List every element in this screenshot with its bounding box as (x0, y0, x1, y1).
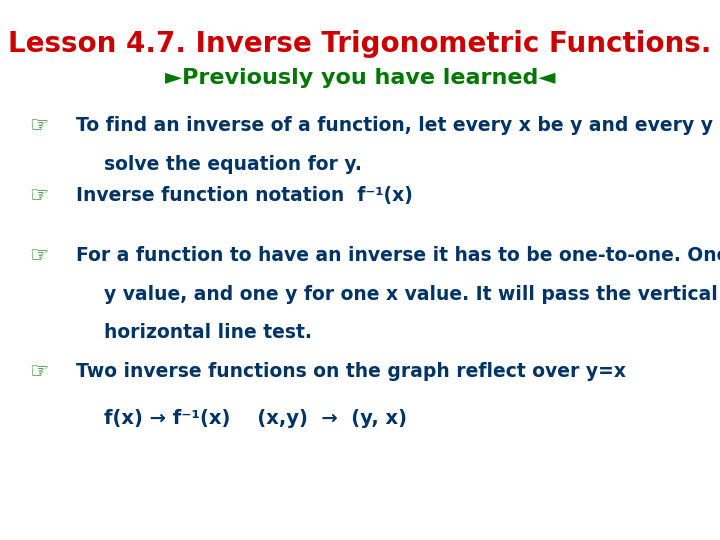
Text: ☞: ☞ (29, 362, 48, 382)
Text: ☞: ☞ (29, 246, 48, 266)
Text: solve the equation for y.: solve the equation for y. (104, 155, 362, 174)
Text: ►Previously you have learned◄: ►Previously you have learned◄ (165, 68, 555, 87)
Text: y value, and one y for one x value. It will pass the vertical and the: y value, and one y for one x value. It w… (104, 285, 720, 303)
Text: For a function to have an inverse it has to be one-to-one. One x for one: For a function to have an inverse it has… (76, 246, 720, 265)
Text: f(x) → f⁻¹(x)    (x,y)  →  (y, x): f(x) → f⁻¹(x) (x,y) → (y, x) (104, 409, 408, 428)
Text: ☞: ☞ (29, 186, 48, 206)
Text: horizontal line test.: horizontal line test. (104, 323, 312, 342)
Text: ☞: ☞ (29, 116, 48, 136)
Text: Lesson 4.7. Inverse Trigonometric Functions.: Lesson 4.7. Inverse Trigonometric Functi… (9, 30, 711, 58)
Text: Inverse function notation  f⁻¹(x): Inverse function notation f⁻¹(x) (76, 186, 413, 205)
Text: To find an inverse of a function, let every x be y and every y be x, then: To find an inverse of a function, let ev… (76, 116, 720, 135)
Text: Two inverse functions on the graph reflect over y=x: Two inverse functions on the graph refle… (76, 362, 626, 381)
